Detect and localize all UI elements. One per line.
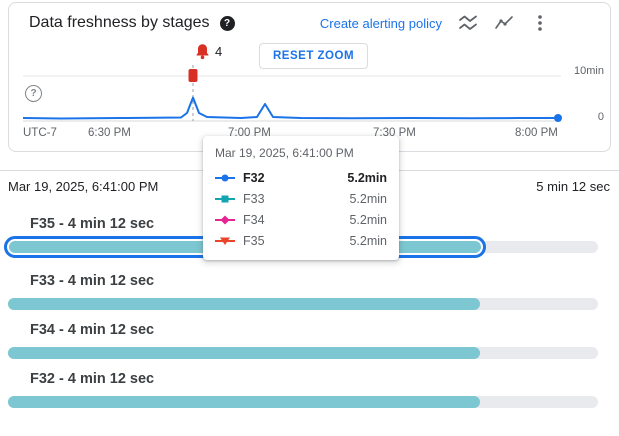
card-header: Data freshness by stages ? Create alerti…	[9, 3, 610, 33]
series-value: 5.2min	[349, 233, 387, 248]
reset-zoom-button[interactable]: RESET ZOOM	[259, 43, 369, 69]
x-axis-label-utc: UTC-7	[23, 127, 57, 139]
total-duration: 5 min 12 sec	[536, 179, 610, 194]
tooltip-row: F33 5.2min	[215, 188, 387, 209]
chart-help-icon[interactable]: ?	[25, 85, 42, 102]
series-marker-diamond-icon	[215, 215, 235, 224]
bar-fill	[8, 347, 480, 359]
stage-row-f33: F33 - 4 min 12 sec	[8, 272, 598, 310]
chart-card: Data freshness by stages ? Create alerti…	[8, 2, 611, 152]
series-marker-square-icon	[215, 195, 235, 202]
help-icon[interactable]: ?	[219, 15, 235, 31]
stage-row-f34: F34 - 4 min 12 sec	[8, 321, 598, 359]
stage-label: F33 - 4 min 12 sec	[30, 273, 155, 289]
y-axis-min-label: 0	[597, 111, 604, 123]
stage-label: F35 - 4 min 12 sec	[30, 216, 155, 232]
stage-label: F34 - 4 min 12 sec	[30, 322, 155, 338]
bar-fill	[8, 298, 480, 310]
series-value: 5.2min	[347, 170, 387, 185]
create-alerting-policy-link[interactable]: Create alerting policy	[319, 15, 442, 31]
series-name: F33	[243, 191, 265, 206]
more-options-icon[interactable]	[530, 13, 550, 33]
series-name: F34	[243, 212, 265, 227]
stage-label: F32 - 4 min 12 sec	[30, 371, 155, 387]
bar-fill	[8, 396, 480, 408]
tooltip-row: F34 5.2min	[215, 209, 387, 230]
stage-progress-bar[interactable]	[8, 396, 598, 408]
series-name: F32	[243, 170, 265, 185]
series-line	[22, 96, 558, 120]
stage-row-f32: F32 - 4 min 12 sec	[8, 370, 598, 408]
timeseries-chart[interactable]	[9, 39, 610, 139]
stacked-line-chart-icon[interactable]	[458, 13, 478, 33]
series-value: 5.2min	[349, 212, 387, 227]
selected-timestamp: Mar 19, 2025, 6:41:00 PM	[8, 179, 159, 194]
alert-flag[interactable]: 4	[195, 43, 222, 60]
tooltip-row: F35 5.2min	[215, 230, 387, 251]
alert-bell-icon	[195, 43, 210, 60]
line-chart-icon[interactable]	[494, 13, 514, 33]
stage-progress-bar[interactable]	[8, 347, 598, 359]
latest-point	[554, 114, 562, 122]
series-name: F35	[243, 233, 265, 248]
header-actions: Create alerting policy	[320, 13, 550, 33]
alert-count: 4	[215, 44, 223, 59]
chart-tooltip: Mar 19, 2025, 6:41:00 PM F32 5.2min F33 …	[203, 136, 399, 260]
stage-summary-row: Mar 19, 2025, 6:41:00 PM 5 min 12 sec	[8, 179, 610, 194]
tooltip-timestamp: Mar 19, 2025, 6:41:00 PM	[215, 146, 354, 160]
series-marker-triangle-down-icon	[215, 237, 235, 245]
tooltip-row: F32 5.2min	[215, 167, 387, 188]
stage-progress-bar[interactable]	[8, 298, 598, 310]
y-axis-max-label: 10min	[574, 65, 604, 77]
series-marker-circle-icon	[215, 174, 235, 181]
widget-title: Data freshness by stages	[29, 14, 210, 31]
x-axis-label: 8:00 PM	[515, 127, 558, 139]
alert-marker-icon	[188, 69, 198, 82]
x-axis-label: 6:30 PM	[88, 127, 131, 139]
series-value: 5.2min	[349, 191, 387, 206]
